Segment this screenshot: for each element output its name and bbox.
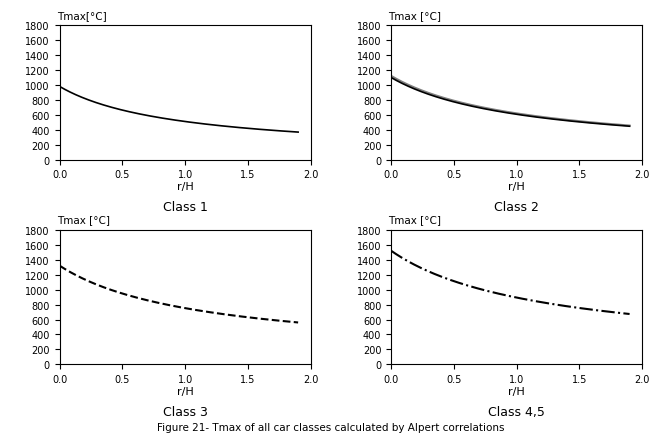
X-axis label: r/H: r/H (508, 181, 525, 191)
X-axis label: r/H: r/H (177, 181, 193, 191)
X-axis label: r/H: r/H (177, 386, 193, 396)
Text: Figure 21- Tmax of all car classes calculated by Alpert correlations: Figure 21- Tmax of all car classes calcu… (158, 422, 504, 432)
Text: Class 3: Class 3 (163, 405, 208, 418)
Text: Tmax [°C]: Tmax [°C] (389, 11, 442, 21)
Text: Tmax [°C]: Tmax [°C] (389, 215, 442, 225)
Text: Class 2: Class 2 (494, 201, 539, 214)
Text: Tmax[°C]: Tmax[°C] (57, 11, 107, 21)
Text: Class 4,5: Class 4,5 (488, 405, 545, 418)
Text: Class 1: Class 1 (163, 201, 208, 214)
X-axis label: r/H: r/H (508, 386, 525, 396)
Text: Tmax [°C]: Tmax [°C] (57, 215, 110, 225)
